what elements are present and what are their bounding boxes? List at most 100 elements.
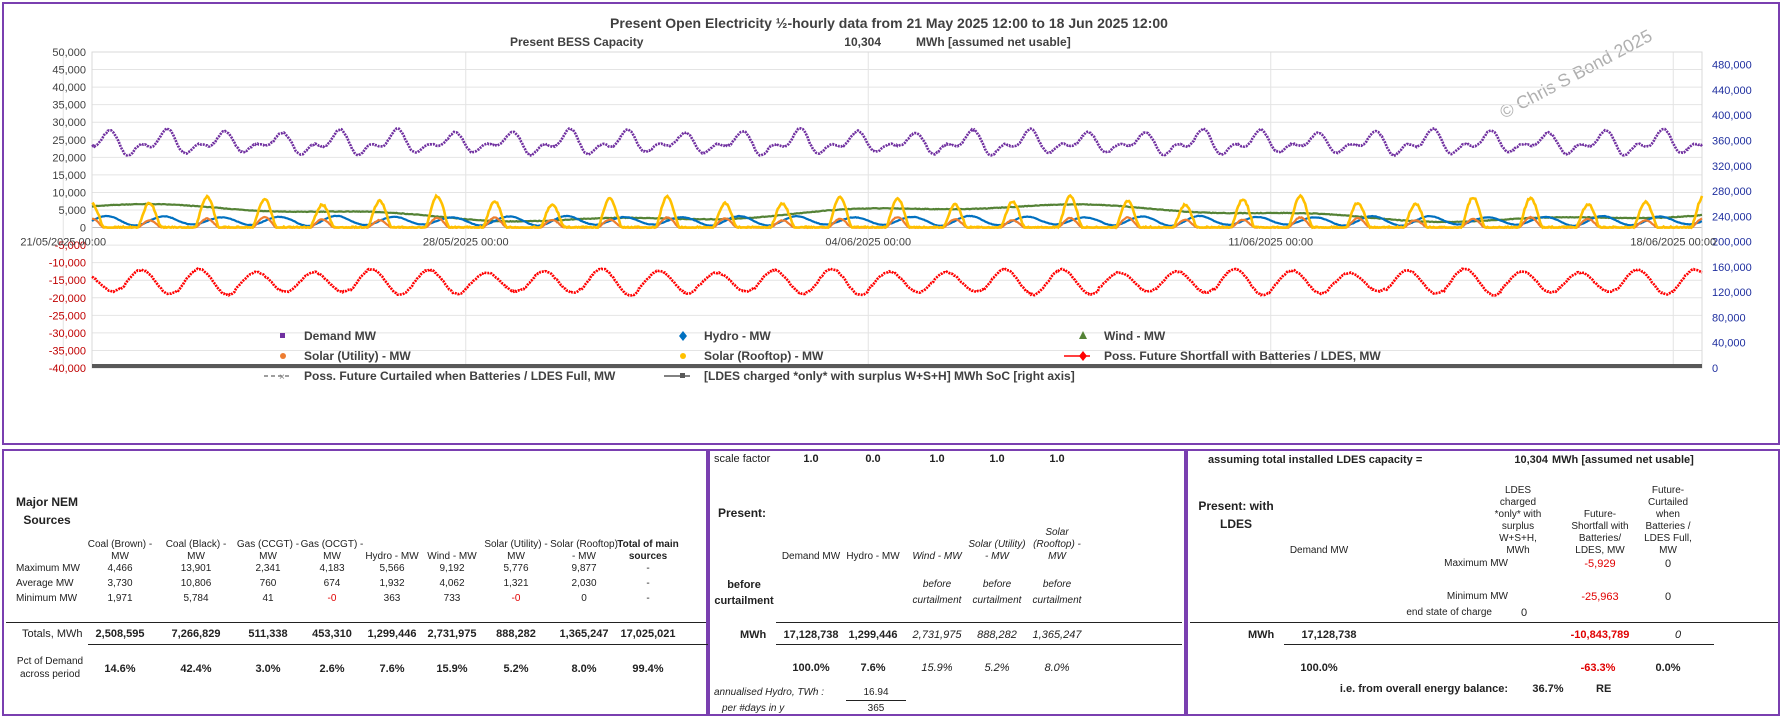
days-value: 365	[867, 703, 885, 714]
present-header: Solar (Rooftop) - MW	[1033, 527, 1081, 562]
source-cell: 2,030	[571, 578, 597, 589]
legend-marker: ×	[279, 372, 285, 383]
annualised-hydro-label: annualised Hydro, TWh :	[714, 687, 825, 698]
before-curtailment-note: before curtailment	[972, 579, 1022, 606]
legend-label: Wind - MW	[1104, 329, 1166, 343]
present-total: 17,128,738	[783, 629, 839, 641]
right-tick-label: 80,000	[1712, 312, 1746, 324]
legend-item: Poss. Future Shortfall with Batteries / …	[1064, 349, 1381, 363]
series-0	[91, 126, 1703, 158]
source-cell: 3,730	[107, 578, 133, 589]
source-cell: 1,932	[379, 578, 405, 589]
right-tick-label: 480,000	[1712, 60, 1752, 72]
source-total: 2,508,595	[95, 628, 145, 640]
series-4	[91, 193, 1704, 230]
source-cell: 760	[259, 578, 277, 589]
source-cell: 1,321	[503, 578, 529, 589]
present-table: scale factor 1.0 0.0 1.0 1.0 1.0 Present: De…	[708, 449, 1186, 716]
ldes-min-label: Minimum MW	[1446, 591, 1508, 602]
right-tick-label: 160,000	[1712, 262, 1752, 274]
left-tick-label: 5,000	[58, 205, 86, 217]
legend-marker	[680, 353, 686, 359]
source-total: 7,266,829	[171, 628, 221, 640]
left-tick-label: -40,000	[49, 363, 86, 375]
before-curtailment-note: before curtailment	[912, 579, 962, 606]
present-title: Present:	[718, 506, 767, 520]
source-total: 511,338	[248, 628, 288, 640]
source-pct: 14.6%	[104, 663, 136, 675]
present-header: Hydro - MW	[846, 551, 900, 562]
source-cell: 41	[262, 593, 274, 604]
legend-marker	[1079, 351, 1087, 361]
x-tick-label: 21/05/2025 00:00	[20, 237, 106, 249]
left-tick-label: -15,000	[49, 275, 86, 287]
ldes-header: Future- Curtailed when Batteries / LDES …	[1644, 485, 1692, 556]
present-total: 1,299,446	[848, 629, 898, 641]
bess-capacity-value: 10,304	[844, 35, 881, 49]
legend-label: Demand MW	[304, 329, 377, 343]
energy-balance-unit: RE	[1596, 683, 1612, 695]
ldes-max-label: Maximum MW	[1444, 558, 1508, 569]
legend-item: Wind - MW	[1079, 329, 1166, 343]
left-tick-label: 15,000	[52, 170, 86, 182]
sources-title: Major NEM Sources	[15, 495, 78, 527]
source-header: Gas (CCGT) - MW	[236, 539, 300, 562]
x-axis: 21/05/2025 00:00 28/05/2025 00:00 04/06/20…	[20, 237, 1716, 249]
source-pct: 2.6%	[319, 663, 345, 675]
right-tick-label: 40,000	[1712, 338, 1746, 350]
left-tick-label: -30,000	[49, 328, 86, 340]
chart-title: Present Open Electricity ½-hourly data f…	[610, 15, 1168, 31]
present-total: 2,731,975	[912, 629, 962, 641]
ldes-shortfall-pct: -63.3%	[1580, 662, 1616, 674]
series-line	[91, 193, 1704, 230]
present-pct: 7.6%	[860, 662, 886, 674]
source-pct: 7.6%	[379, 663, 405, 675]
legend-item: Solar (Rooftop) - MW	[680, 349, 824, 363]
legend-marker	[280, 353, 286, 359]
present-total: 1,365,247	[1032, 629, 1082, 641]
ldes-header: Demand MW	[1289, 545, 1349, 556]
legend-marker	[280, 333, 285, 338]
legend-marker	[679, 331, 687, 341]
source-cell: 4,183	[319, 563, 345, 574]
source-header: Solar (Rooftop) - MW	[550, 539, 618, 562]
ldes-capacity: 10,304	[1514, 454, 1548, 466]
present-header: Wind - MW	[912, 551, 962, 562]
left-tick-label: 0	[80, 223, 86, 235]
legend-label: Solar (Utility) - MW	[304, 349, 411, 363]
source-cell: 0	[581, 593, 587, 604]
x-tick-label: 18/06/2025 00:00	[1630, 237, 1716, 249]
series-line	[91, 126, 1703, 158]
source-total: 453,310	[312, 628, 352, 640]
series-1	[91, 214, 1703, 228]
legend-item: Demand MW	[280, 329, 377, 343]
annualised-hydro-value: 16.94	[863, 687, 889, 698]
left-tick-label: 40,000	[52, 82, 86, 94]
source-total: 17,025,021	[620, 628, 676, 640]
source-cell: -	[646, 578, 650, 589]
source-cell: 10,806	[180, 578, 212, 589]
present-mwh-label: MWh	[740, 629, 767, 641]
source-cell: 733	[443, 593, 461, 604]
sources-table: Major NEM Sources Coal (Brown) - MW Coal …	[2, 449, 708, 716]
scale-factor-value: 0.0	[865, 453, 881, 465]
right-tick-label: 360,000	[1712, 135, 1752, 147]
source-total: 2,731,975	[427, 628, 477, 640]
source-total: 1,299,446	[367, 628, 417, 640]
bess-capacity-unit: MWh [assumed net usable]	[916, 35, 1071, 49]
right-tick-label: 280,000	[1712, 186, 1752, 198]
left-tick-label: 10,000	[52, 187, 86, 199]
source-pct: 99.4%	[632, 663, 664, 675]
source-cell: 2,341	[255, 563, 281, 574]
source-total: 1,365,247	[559, 628, 609, 640]
left-tick-label: -35,000	[49, 345, 86, 357]
left-tick-label: -20,000	[49, 293, 86, 305]
present-header: Demand MW	[781, 551, 841, 562]
ldes-max-curtailed: 0	[1664, 558, 1672, 570]
series-line	[91, 267, 1703, 297]
left-tick-label: 45,000	[52, 65, 86, 77]
legend-item: Hydro - MW	[679, 329, 771, 343]
end-state-label: end state of charge	[1406, 607, 1492, 618]
scale-factor-value: 1.0	[989, 453, 1005, 465]
source-cell: 13,901	[180, 563, 212, 574]
